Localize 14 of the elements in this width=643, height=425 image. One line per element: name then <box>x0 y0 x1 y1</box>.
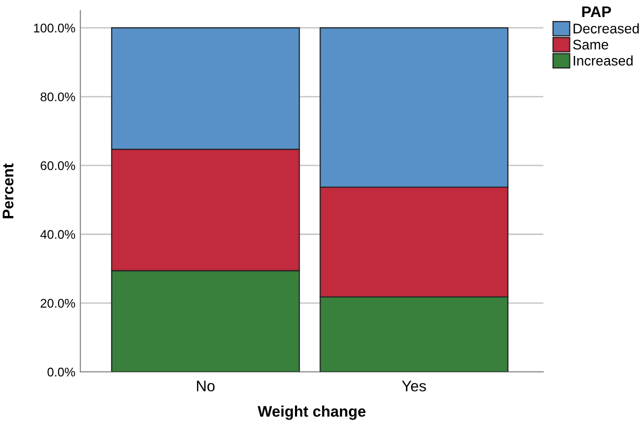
y-tick-label: 100.0% <box>34 24 76 32</box>
x-tick-label: No <box>196 380 215 392</box>
y-tick-label: 40.0% <box>40 230 76 239</box>
y-axis-title: Percent <box>2 163 14 218</box>
x-axis-title: Weight change <box>258 406 366 420</box>
y-tick-label: 20.0% <box>40 298 76 308</box>
legend-label: Increased <box>574 55 633 66</box>
y-tick-label: 60.0% <box>40 161 76 170</box>
y-tick-label: 80.0% <box>40 92 76 102</box>
legend-label: Decreased <box>574 23 639 34</box>
y-tick-label: 0.0% <box>48 368 76 377</box>
legend-title: PAP <box>582 6 611 17</box>
x-tick-label: Yes <box>402 380 426 392</box>
legend-label: Same <box>573 40 608 50</box>
